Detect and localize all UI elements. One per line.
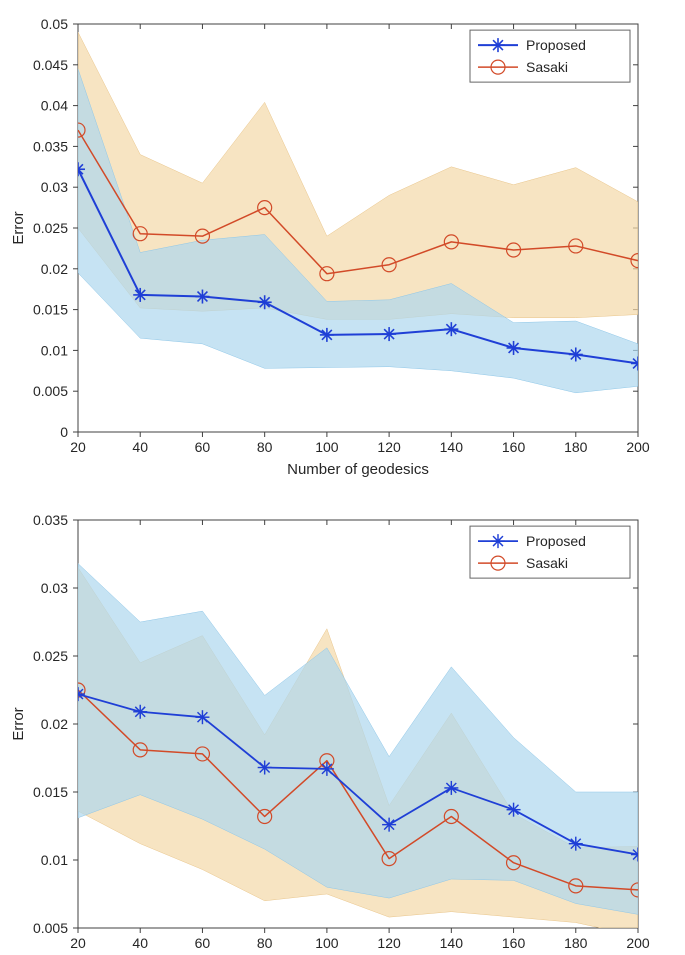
x-tick-label: 180 — [564, 935, 588, 951]
y-tick-label: 0.015 — [33, 784, 68, 800]
x-tick-label: 200 — [626, 439, 650, 455]
x-tick-label: 120 — [377, 935, 401, 951]
x-tick-label: 20 — [70, 439, 86, 455]
x-tick-label: 100 — [315, 439, 339, 455]
legend-label: Proposed — [526, 533, 586, 549]
y-tick-label: 0.02 — [41, 716, 68, 732]
y-tick-label: 0 — [60, 424, 68, 440]
confidence-band-proposed-bottom — [78, 564, 638, 915]
legend-label: Sasaki — [526, 555, 568, 571]
x-tick-label: 100 — [315, 935, 339, 951]
x-tick-label: 60 — [195, 439, 211, 455]
legend-label: Sasaki — [526, 59, 568, 75]
x-tick-label: 160 — [502, 439, 526, 455]
y-tick-label: 0.025 — [33, 220, 68, 236]
y-tick-label: 0.015 — [33, 302, 68, 318]
y-tick-label: 0.005 — [33, 920, 68, 936]
x-tick-label: 180 — [564, 439, 588, 455]
x-tick-label: 40 — [132, 439, 148, 455]
y-tick-label: 0.04 — [41, 98, 68, 114]
x-tick-label: 160 — [502, 935, 526, 951]
x-tick-label: 80 — [257, 439, 273, 455]
y-tick-label: 0.025 — [33, 648, 68, 664]
y-tick-label: 0.035 — [33, 138, 68, 154]
x-tick-label: 60 — [195, 935, 211, 951]
y-tick-label: 0.045 — [33, 57, 68, 73]
y-tick-label: 0.01 — [41, 342, 68, 358]
y-tick-label: 0.005 — [33, 383, 68, 399]
x-tick-label: 200 — [626, 935, 650, 951]
x-tick-label: 40 — [132, 935, 148, 951]
x-tick-label: 140 — [440, 439, 464, 455]
y-tick-label: 0.05 — [41, 16, 68, 32]
y-tick-label: 0.02 — [41, 261, 68, 277]
x-tick-label: 120 — [377, 439, 401, 455]
x-tick-label: 80 — [257, 935, 273, 951]
legend-bottom: Proposed Sasaki — [470, 526, 630, 578]
y-axis-label-top: Error — [10, 211, 27, 244]
x-axis-label-top: Number of geodesics — [287, 461, 429, 478]
y-tick-label: 0.035 — [33, 512, 68, 528]
legend-label: Proposed — [526, 37, 586, 53]
x-tick-label: 140 — [440, 935, 464, 951]
x-tick-label: 20 — [70, 935, 86, 951]
y-tick-label: 0.03 — [41, 179, 68, 195]
y-axis-label-bottom: Error — [10, 707, 27, 740]
y-tick-label: 0.03 — [41, 580, 68, 596]
figure: 20 40 60 80 100 120 140 160 180 200 0 0.005 0.01 0.01… — [0, 0, 685, 955]
y-tick-label: 0.01 — [41, 852, 68, 868]
legend-top: Proposed Sasaki — [470, 30, 630, 82]
